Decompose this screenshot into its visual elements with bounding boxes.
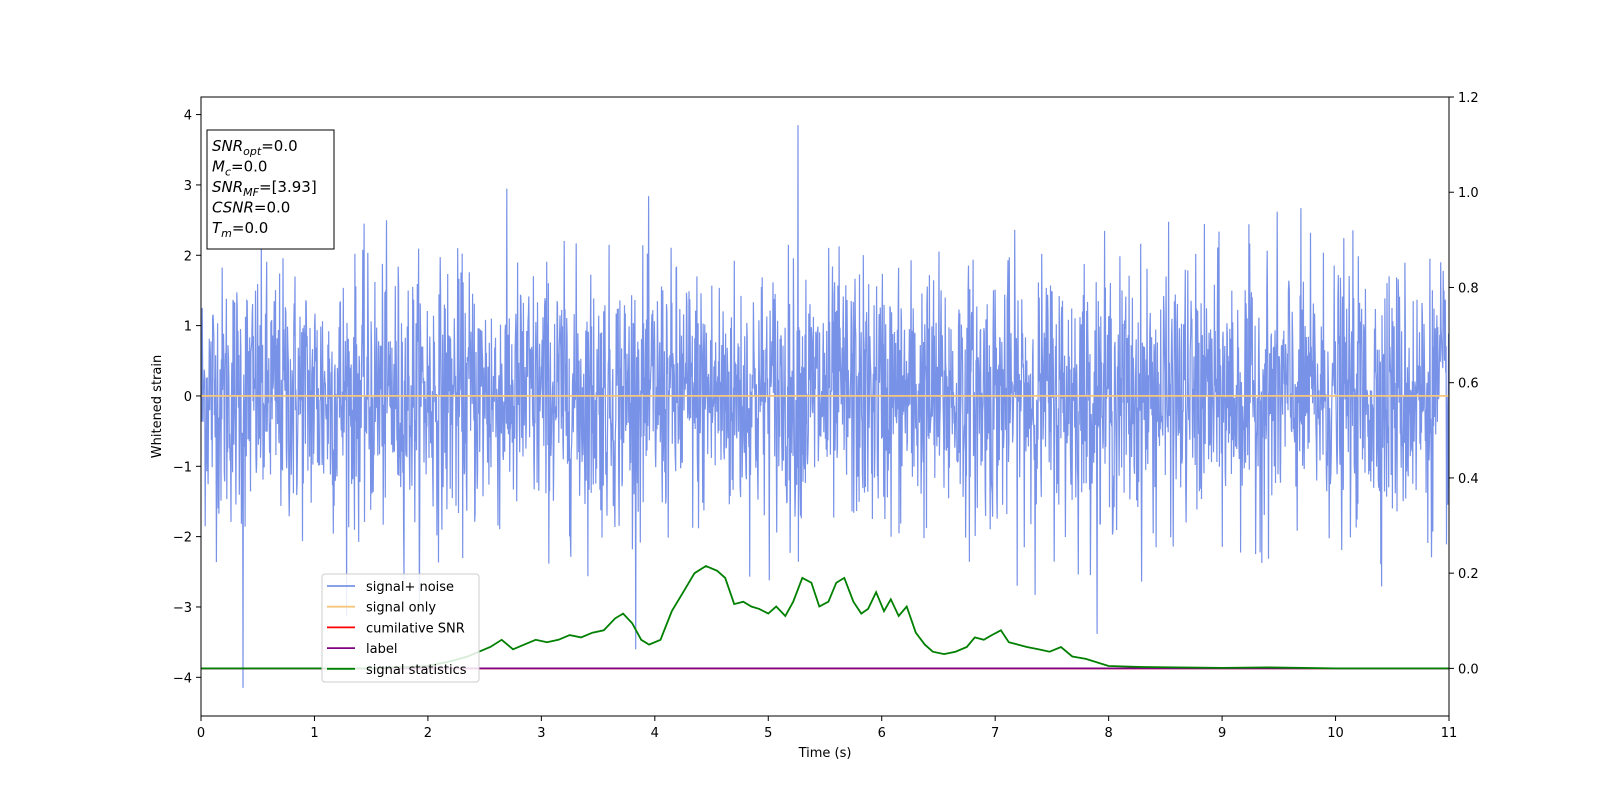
y-tick-label: −3 bbox=[173, 601, 192, 616]
x-tick-label: 5 bbox=[764, 726, 772, 741]
y2-tick-label: 1.2 bbox=[1458, 91, 1479, 106]
info-line-value: =0.0 bbox=[232, 219, 268, 237]
y-tick-label: −4 bbox=[173, 671, 192, 686]
info-line-base: M bbox=[212, 158, 225, 176]
x-tick-label: 9 bbox=[1218, 726, 1226, 741]
series-signal-noise bbox=[201, 125, 1449, 688]
x-axis: 0 1 2 3 4 5 6 7 8 9 10 11 bbox=[197, 716, 1457, 741]
y-axis-left: −4 −3 −2 −1 0 1 2 3 4 bbox=[173, 109, 201, 686]
y-tick-label: −2 bbox=[173, 531, 192, 546]
info-line: Tm=0.0 bbox=[212, 219, 268, 240]
x-tick-label: 2 bbox=[424, 726, 432, 741]
legend-label: label bbox=[366, 642, 397, 657]
x-tick-label: 1 bbox=[310, 726, 318, 741]
x-tick-label: 6 bbox=[878, 726, 886, 741]
info-line-subscript: MF bbox=[243, 186, 259, 199]
y-axis-right: 0.0 0.2 0.4 0.6 0.8 1.0 1.2 bbox=[1449, 91, 1479, 677]
info-line-subscript: opt bbox=[243, 145, 262, 158]
legend-label: signal statistics bbox=[366, 663, 467, 678]
x-tick-label: 0 bbox=[197, 726, 205, 741]
axes-frame bbox=[200, 96, 1450, 717]
y2-tick-label: 0.8 bbox=[1458, 281, 1479, 296]
legend-frame bbox=[321, 573, 480, 683]
y-tick-label: 3 bbox=[184, 179, 192, 194]
legend: signal+ noise signal only cumilative SNR la… bbox=[321, 573, 480, 683]
x-tick-label: 11 bbox=[1441, 726, 1458, 741]
info-line-value: =0.0 bbox=[254, 199, 290, 217]
y-tick-label: 1 bbox=[184, 320, 192, 335]
y-tick-label: 2 bbox=[184, 249, 192, 264]
y-tick-label: −1 bbox=[173, 460, 192, 475]
info-line-base: T bbox=[212, 219, 223, 237]
y-tick-label: 4 bbox=[184, 109, 192, 124]
info-line-value: =0.0 bbox=[231, 158, 267, 176]
info-line-base: CSNR bbox=[212, 199, 254, 217]
x-tick-label: 8 bbox=[1104, 726, 1112, 741]
series-signal-statistics bbox=[201, 564, 1449, 670]
x-tick-label: 4 bbox=[651, 726, 659, 741]
x-tick-label: 3 bbox=[537, 726, 545, 741]
x-tick-label: 10 bbox=[1327, 726, 1344, 741]
info-line-value: =0.0 bbox=[261, 137, 297, 155]
x-tick-label: 7 bbox=[991, 726, 999, 741]
info-box: SNRopt=0.0Mc=0.0SNRMF=[3.93]CSNR=0.0Tm=0… bbox=[206, 129, 335, 250]
y2-tick-label: 0.2 bbox=[1458, 567, 1479, 582]
info-line: SNRopt=0.0 bbox=[212, 137, 298, 158]
info-line-subscript: m bbox=[221, 227, 232, 240]
y2-tick-label: 0.6 bbox=[1458, 377, 1479, 392]
legend-label: cumilative SNR bbox=[366, 621, 465, 636]
info-line-subscript: c bbox=[225, 166, 231, 179]
info-box-frame bbox=[206, 129, 335, 250]
info-line: SNRMF=[3.93] bbox=[212, 178, 317, 199]
info-line-base: SNR bbox=[212, 178, 243, 196]
y2-tick-label: 1.0 bbox=[1458, 186, 1479, 201]
info-line: Mc=0.0 bbox=[212, 158, 267, 179]
info-line-base: SNR bbox=[212, 137, 243, 155]
legend-label: signal+ noise bbox=[366, 580, 454, 595]
x-axis-label: Time (s) bbox=[798, 746, 852, 761]
y2-tick-label: 0.4 bbox=[1458, 472, 1479, 487]
info-line: CSNR=0.0 bbox=[212, 199, 290, 217]
legend-label: signal only bbox=[366, 601, 436, 616]
y-tick-label: 0 bbox=[184, 390, 192, 405]
info-line-value: =[3.93] bbox=[259, 178, 317, 196]
y2-tick-label: 0.0 bbox=[1458, 662, 1479, 677]
y-axis-label: Whitened strain bbox=[150, 355, 165, 458]
